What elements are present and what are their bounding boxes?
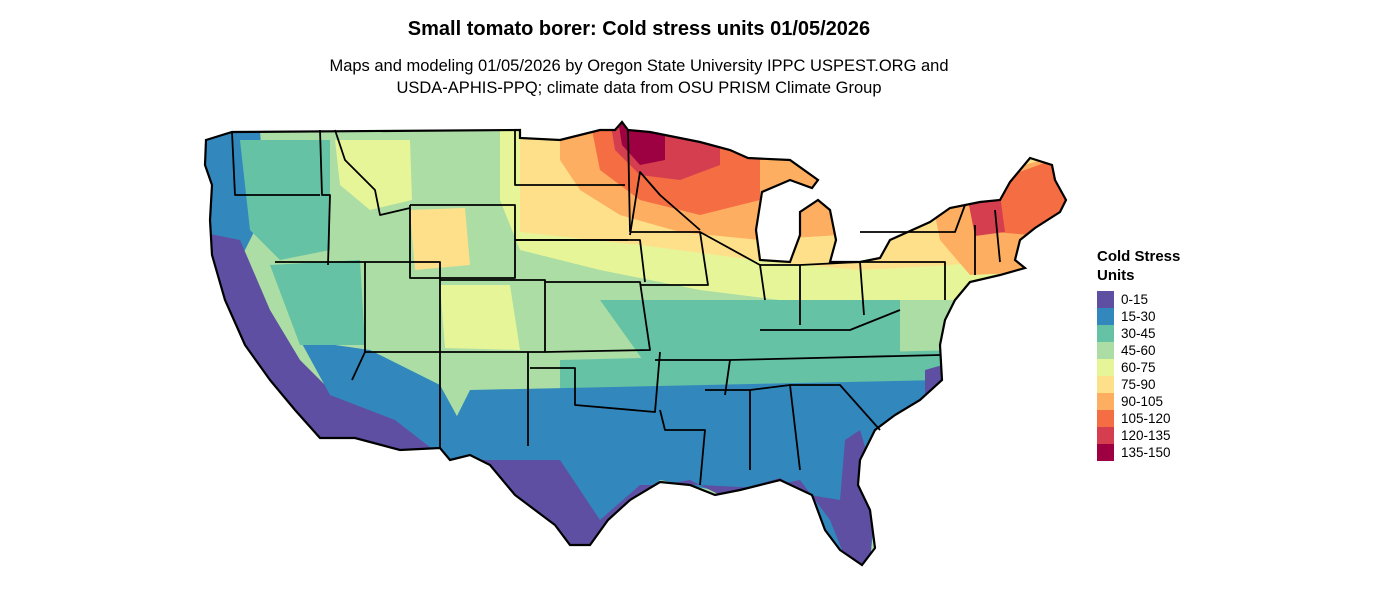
legend-swatch: [1097, 325, 1114, 342]
legend-swatch: [1097, 444, 1114, 461]
legend-swatch: [1097, 359, 1114, 376]
state-boundary-line: [319, 129, 331, 266]
state-boundary-line: [629, 171, 701, 236]
legend-item: 135-150: [1097, 444, 1180, 461]
legend-swatch: [1097, 427, 1114, 444]
legend-swatch: [1097, 308, 1114, 325]
legend-label: 0-15: [1121, 292, 1149, 307]
legend-label: 75-90: [1121, 377, 1156, 392]
state-boundary-line: [729, 354, 941, 361]
map-title: Small tomato borer: Cold stress units 01…: [407, 18, 871, 40]
map-color-region: [270, 260, 365, 345]
legend-label: 135-150: [1121, 445, 1171, 460]
legend-item: 120-135: [1097, 427, 1180, 444]
state-boundaries: [231, 129, 1001, 486]
state-boundary-line: [790, 384, 881, 431]
state-boundary-line: [630, 231, 709, 286]
legend-item: 15-30: [1097, 308, 1180, 325]
legend: Cold Stress Units 0-15 15-30 30-45 45-60 60-…: [1097, 247, 1180, 461]
legend-swatch: [1097, 376, 1114, 393]
state-boundary-line: [860, 261, 946, 300]
legend-label: 120-135: [1121, 428, 1171, 443]
legend-item: 75-90: [1097, 376, 1180, 393]
legend-title: Cold Stress Units: [1097, 247, 1180, 285]
legend-item: 45-60: [1097, 342, 1180, 359]
legend-label: 60-75: [1121, 360, 1156, 375]
map-color-region: [480, 430, 875, 565]
legend-item: 105-120: [1097, 410, 1180, 427]
state-boundary-line: [409, 204, 516, 279]
state-boundary-line: [365, 261, 441, 353]
state-boundary-line: [659, 409, 706, 486]
legend-label: 30-45: [1121, 326, 1156, 341]
map-color-region: [335, 140, 412, 210]
legend-label: 105-120: [1121, 411, 1171, 426]
legend-item: 60-75: [1097, 359, 1180, 376]
map-color-region: [240, 140, 330, 260]
map-color-region: [600, 300, 900, 370]
map-color-region: [300, 340, 470, 455]
state-boundary-line: [514, 130, 625, 186]
legend-title-line-2: Units: [1097, 267, 1135, 284]
state-boundary-line: [760, 309, 901, 331]
legend-label: 90-105: [1121, 394, 1164, 409]
state-boundary-line: [334, 129, 411, 216]
legend-swatch: [1097, 410, 1114, 427]
legend-item: 90-105: [1097, 393, 1180, 410]
map-fill-regions: [205, 122, 1066, 565]
state-boundary-line: [530, 351, 661, 413]
state-boundary-line: [440, 279, 546, 353]
subtitle-line-1: Maps and modeling 01/05/2026 by Oregon S…: [329, 57, 949, 75]
state-boundary-line: [627, 129, 631, 233]
legend-swatch: [1097, 291, 1114, 308]
legend-item: 30-45: [1097, 325, 1180, 342]
state-boundary-line: [860, 204, 966, 233]
legend-items: 0-15 15-30 30-45 45-60 60-75 75-90 90-105 105-1…: [1097, 291, 1180, 461]
map-color-region: [440, 285, 520, 350]
legend-label: 15-30: [1121, 309, 1156, 324]
legend-swatch: [1097, 342, 1114, 359]
state-boundary-line: [994, 209, 1001, 263]
state-boundary-line: [275, 261, 366, 381]
map-subtitle: Maps and modeling 01/05/2026 by Oregon S…: [0, 55, 1278, 99]
legend-label: 45-60: [1121, 343, 1156, 358]
state-boundary-line: [544, 281, 651, 353]
map-color-region: [410, 208, 470, 270]
state-boundary-line: [231, 131, 320, 196]
legend-item: 0-15: [1097, 291, 1180, 308]
subtitle-line-2: USDA-APHIS-PPQ; climate data from OSU PR…: [396, 79, 882, 97]
legend-title-line-1: Cold Stress: [1097, 248, 1181, 265]
legend-swatch: [1097, 393, 1114, 410]
state-boundary-line: [515, 239, 646, 283]
